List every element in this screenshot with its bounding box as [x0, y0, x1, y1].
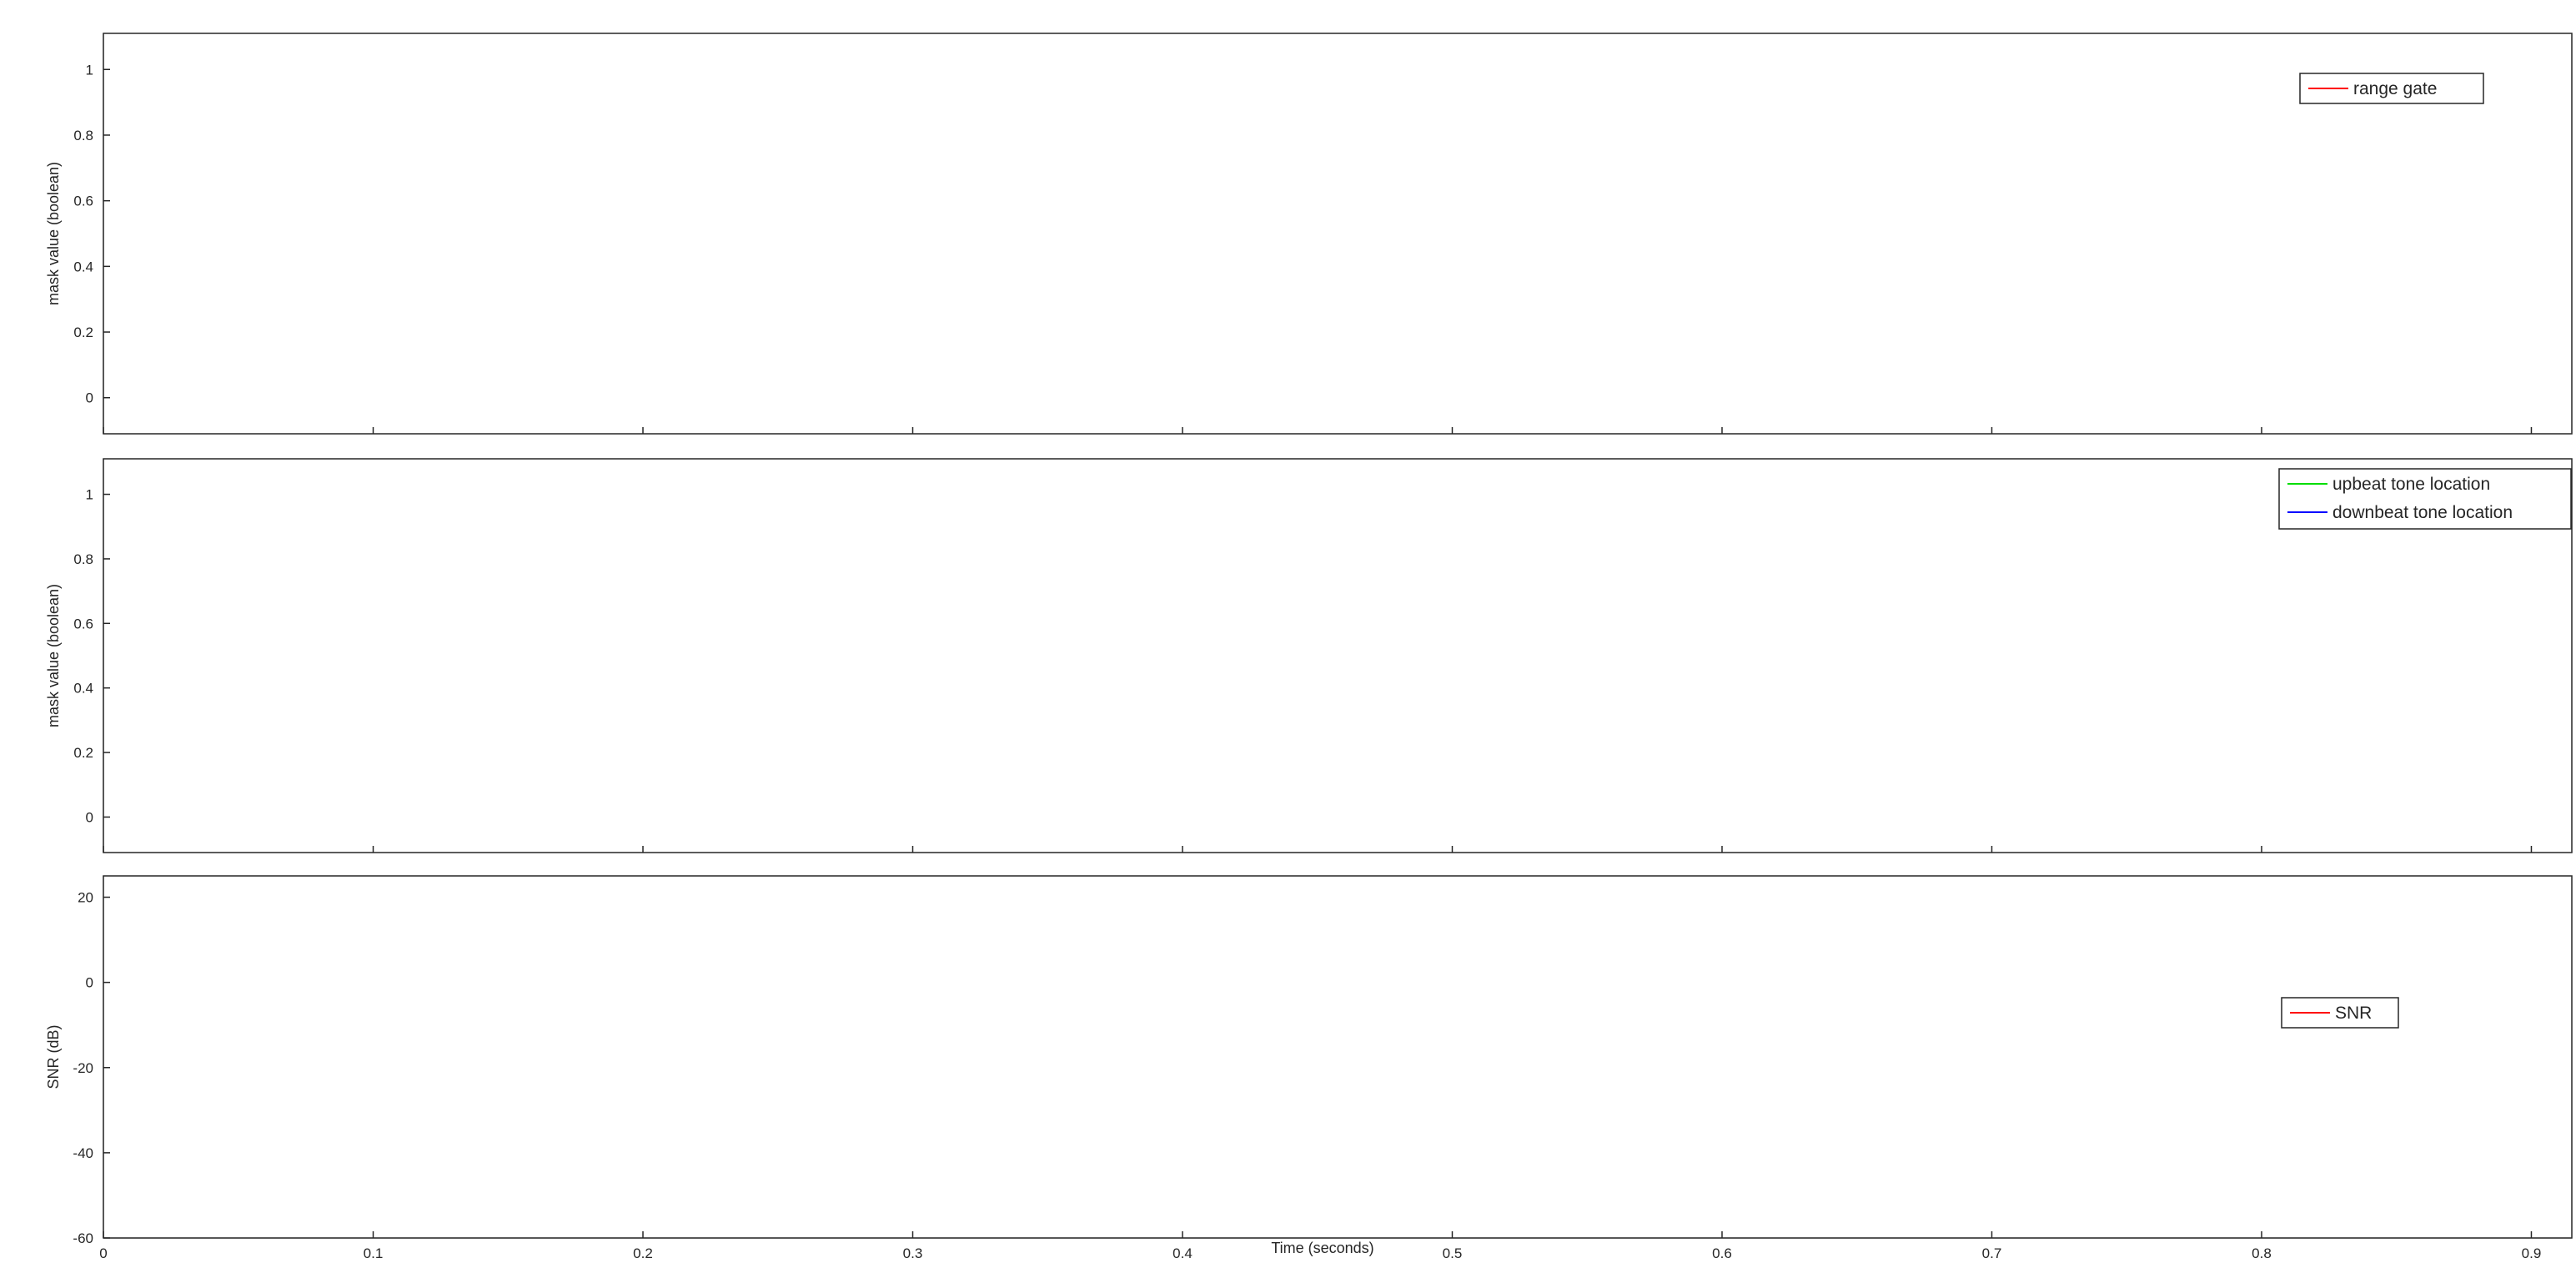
y-tick-label: 0	[86, 809, 93, 825]
x-tick-label: 0.4	[1173, 1245, 1193, 1261]
y-tick-label: 0.6	[73, 616, 93, 631]
x-tick-label: 0.1	[364, 1245, 384, 1261]
axes-frame	[103, 458, 2573, 853]
y-axis-label: mask value (boolean)	[45, 584, 62, 727]
tone-location-panel: 0 0.2 0.4 0.6 0.8 1 mask value (boolean) upbeat…	[45, 458, 2573, 853]
x-tick-label: 0.9	[2522, 1245, 2542, 1261]
x-tick-label: 0.3	[903, 1245, 923, 1261]
x-tick-label: 0	[99, 1245, 107, 1261]
y-tick-label: -40	[73, 1145, 93, 1161]
y-axis-label: mask value (boolean)	[45, 162, 62, 305]
axes-frame	[103, 875, 2573, 1239]
y-tick-label: 0.8	[73, 551, 93, 567]
range-gate-panel: 0 0.2 0.4 0.6 0.8 1 mask value (boolean) range …	[45, 33, 2573, 435]
legend-label: upbeat tone location	[2332, 475, 2490, 494]
x-tick-label: 0.8	[2252, 1245, 2272, 1261]
legend: SNR	[2281, 997, 2399, 1029]
x-tick-label: 0.6	[1712, 1245, 1732, 1261]
y-tick-label: 0.2	[73, 325, 93, 340]
y-tick-label: -60	[73, 1230, 93, 1246]
y-tick-label: 1	[86, 487, 93, 503]
y-tick-label: 0.4	[73, 681, 93, 697]
y-tick-label: 0.8	[73, 128, 93, 143]
legend-label: downbeat tone location	[2332, 503, 2513, 522]
y-tick-label: 0	[86, 390, 93, 406]
legend: range gate	[2299, 73, 2484, 104]
x-tick-label: 0.5	[1443, 1245, 1463, 1261]
y-tick-label: 0	[86, 975, 93, 991]
axes-frame	[103, 33, 2573, 435]
y-tick-label: 0.2	[73, 745, 93, 761]
y-tick-label: 0.6	[73, 194, 93, 209]
y-tick-label: 20	[78, 890, 93, 906]
snr-panel: 0 0.1 0.2 0.3 0.4 0.5 0.6 0.7 0.8 0.9 -60 -40 -20 0 20…	[45, 875, 2573, 1261]
y-tick-label: -20	[73, 1060, 93, 1076]
legend-box	[2278, 468, 2572, 530]
y-axis-label: SNR (dB)	[45, 1024, 62, 1089]
legend: upbeat tone location downbeat tone locati…	[2278, 468, 2572, 530]
y-tick-label: 1	[86, 62, 93, 78]
legend-label: range gate	[2353, 79, 2437, 98]
x-tick-label: 0.2	[633, 1245, 653, 1261]
x-tick-label: 0.7	[1982, 1245, 2002, 1261]
y-tick-label: 0.4	[73, 259, 93, 274]
legend-label: SNR	[2335, 1004, 2372, 1023]
x-axis-label: Time (seconds)	[1271, 1240, 1373, 1256]
